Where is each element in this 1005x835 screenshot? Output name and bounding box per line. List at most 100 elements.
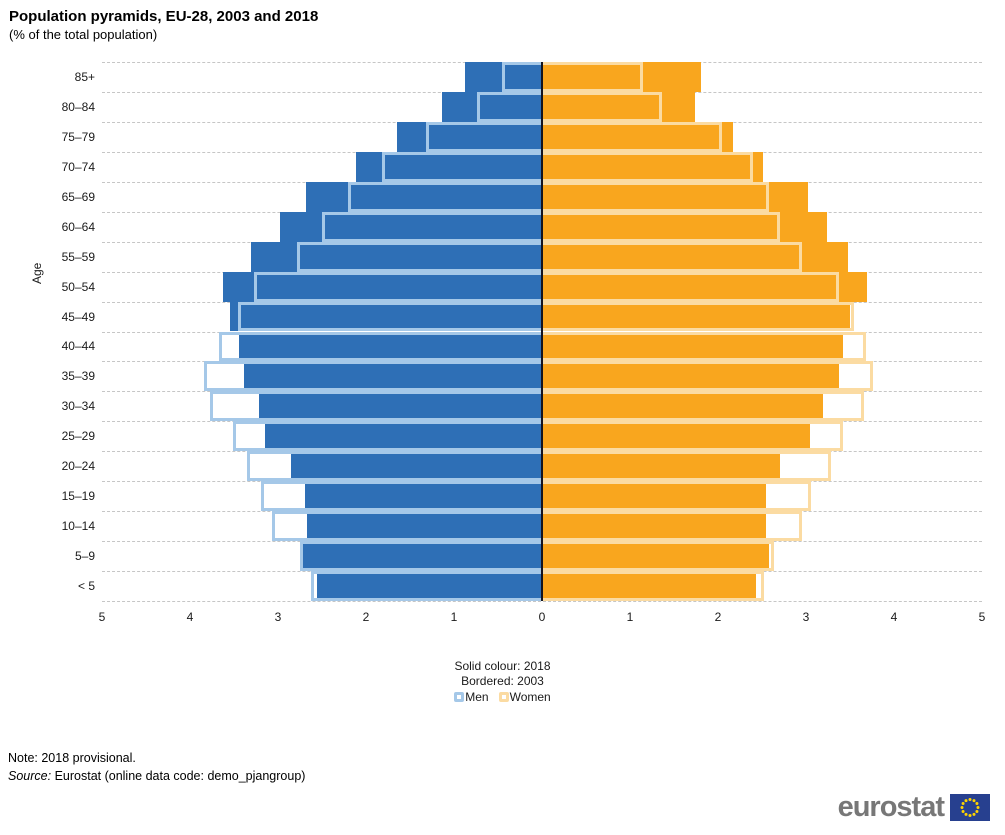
- bar-men-2018: [356, 151, 542, 182]
- source-label: Source:: [8, 769, 52, 783]
- x-tick-label: 5: [978, 610, 986, 624]
- bar-women-2003: [542, 181, 770, 212]
- eurostat-logo: eurostat: [838, 792, 990, 822]
- bar-men-2003: [254, 271, 542, 302]
- bar-men-2003: [204, 361, 542, 392]
- bar-men-2003: [238, 301, 542, 332]
- age-label: 50–54: [61, 279, 95, 294]
- bar-women-2018: [542, 331, 843, 362]
- pyramid-plot: [102, 62, 982, 602]
- age-label: 35–39: [61, 369, 95, 384]
- bar-women-2003: [542, 151, 754, 182]
- bar-men-2003: [219, 331, 542, 362]
- bar-men-2018: [307, 511, 542, 542]
- age-label: 55–59: [61, 249, 95, 264]
- x-tick-label: 2: [362, 610, 370, 624]
- bar-women-2018: [542, 271, 867, 302]
- bar-men-2018: [396, 121, 542, 152]
- bar-women-2018: [542, 301, 850, 332]
- age-label: 60–64: [61, 219, 95, 234]
- legend-items: Men Women: [0, 690, 1005, 705]
- bar-men-2003: [476, 91, 542, 122]
- bar-women-2018: [542, 91, 696, 122]
- age-label: 70–74: [61, 159, 95, 174]
- bar-men-2003: [322, 211, 542, 242]
- bar-women-2018: [542, 541, 770, 572]
- bar-women-2018: [542, 151, 763, 182]
- bar-men-2003: [300, 541, 542, 572]
- bar-women-2018: [542, 121, 733, 152]
- bar-women-2018: [542, 421, 811, 452]
- bar-men-2003: [381, 151, 542, 182]
- x-tick-label: 1: [450, 610, 458, 624]
- footer: Note: 2018 provisional. Source: Eurostat…: [8, 749, 305, 785]
- bar-women-2003: [542, 571, 764, 601]
- x-tick-label: 4: [186, 610, 194, 624]
- bar-men-2003: [271, 511, 542, 542]
- legend-solid-note: Solid colour: 2018: [454, 659, 551, 673]
- gridline: [102, 601, 982, 602]
- bar-men-2003: [502, 62, 542, 92]
- x-tick-label: 5: [98, 610, 106, 624]
- bar-men-2018: [316, 571, 542, 601]
- bar-men-2018: [305, 481, 542, 512]
- legend-men-label: Men: [465, 690, 489, 704]
- eu-flag-stars: [960, 797, 980, 817]
- women-swatch-icon: [498, 692, 509, 702]
- bar-men-2003: [233, 421, 542, 452]
- eu-flag-icon: [950, 793, 990, 821]
- bar-women-2003: [542, 541, 775, 572]
- bar-men-2018: [258, 391, 542, 422]
- x-tick-label: 0: [538, 610, 546, 624]
- bar-men-2018: [302, 541, 542, 572]
- footer-note: Note: 2018 provisional.: [8, 751, 136, 765]
- age-label: 5–9: [74, 549, 95, 564]
- legend: Solid colour: 2018 Bordered: 2003 Men Wom…: [0, 659, 1005, 705]
- bar-women-2018: [542, 361, 840, 392]
- bar-men-2003: [261, 481, 542, 512]
- bar-women-2018: [542, 451, 781, 482]
- age-label: 65–69: [61, 189, 95, 204]
- bar-men-2018: [441, 91, 542, 122]
- age-label: 25–29: [61, 429, 95, 444]
- bar-women-2003: [542, 511, 803, 542]
- bar-women-2003: [542, 121, 723, 152]
- bar-men-2018: [229, 301, 542, 332]
- age-label: < 5: [77, 579, 95, 594]
- bar-women-2003: [542, 211, 780, 242]
- age-label: 85+: [74, 69, 95, 84]
- bar-women-2003: [542, 361, 873, 392]
- bar-women-2003: [542, 391, 865, 422]
- bar-women-2018: [542, 391, 823, 422]
- bar-men-2018: [239, 331, 542, 362]
- bar-women-2003: [542, 421, 843, 452]
- legend-women-label: Women: [509, 690, 551, 704]
- bar-men-2003: [210, 391, 542, 422]
- age-label: 75–79: [61, 129, 95, 144]
- chart-subtitle: (% of the total population): [9, 27, 158, 42]
- bar-women-2018: [542, 481, 766, 512]
- x-tick-label: 3: [274, 610, 282, 624]
- chart-title: Population pyramids, EU-28, 2003 and 201…: [9, 8, 319, 25]
- eurostat-logo-text: eurostat: [837, 791, 945, 823]
- age-label: 45–49: [61, 309, 95, 324]
- bar-men-2003: [310, 571, 542, 601]
- age-label: 40–44: [61, 339, 95, 354]
- bar-women-2003: [542, 241, 802, 272]
- men-swatch-icon: [454, 692, 465, 702]
- age-label: 20–24: [61, 459, 95, 474]
- bar-men-2018: [243, 361, 542, 392]
- bar-men-2018: [291, 451, 542, 482]
- bar-women-2018: [542, 62, 702, 92]
- bar-women-2018: [542, 511, 767, 542]
- bar-women-2018: [542, 181, 808, 212]
- bar-women-2003: [542, 62, 644, 92]
- bar-women-2003: [542, 301, 855, 332]
- x-tick-label: 2: [714, 610, 722, 624]
- source-text: Eurostat (online data code: demo_pjangro…: [51, 769, 306, 783]
- x-tick-label: 4: [890, 610, 898, 624]
- bar-men-2018: [223, 271, 542, 302]
- age-label: 80–84: [61, 99, 95, 114]
- x-tick-label: 1: [626, 610, 634, 624]
- bar-men-2003: [247, 451, 542, 482]
